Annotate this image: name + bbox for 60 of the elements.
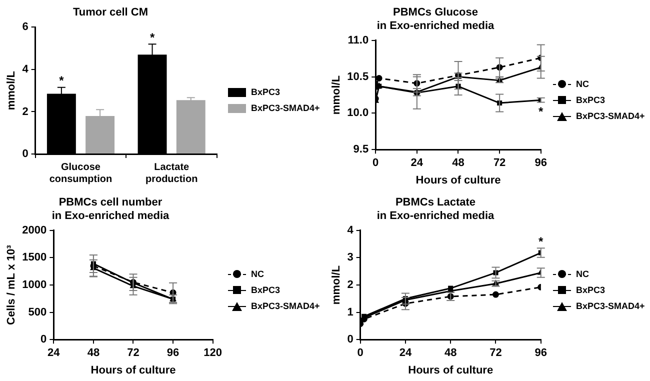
y-tick-label: 2000 (22, 224, 47, 236)
x-tick-label: 24 (48, 347, 61, 360)
y-tick-label: 3 (347, 252, 354, 264)
legend-label: NC (576, 269, 589, 279)
legend-label: BxPC3 (576, 95, 606, 105)
y-axis-title: mmol/L (330, 75, 343, 115)
x-axis-title: Hours of culture (416, 174, 501, 186)
annotation: * (59, 74, 64, 88)
y-tick-label: 9.5 (353, 144, 369, 156)
y-tick-label: 4 (22, 64, 30, 76)
y-tick-label: 10.0 (347, 107, 369, 120)
x-tick-label: 96 (534, 347, 548, 360)
x-tick-label: 24 (410, 157, 424, 170)
annotation: * (150, 30, 155, 44)
y-tick-label: 0 (40, 334, 47, 346)
y-tick-label: 1500 (22, 252, 47, 264)
x-tick-label: 72 (490, 347, 502, 360)
legend-label: BxPC3 (251, 87, 280, 97)
x-tick-label: Lactate production (145, 162, 198, 185)
y-tick-label: 2 (347, 279, 354, 292)
x-tick-label: 96 (534, 157, 548, 170)
legend-label: BxPC3-SMAD4+ (251, 301, 320, 311)
chart-title: PBMCs Lactate in Exo-enriched media (376, 196, 496, 222)
y-tick-label: 6 (22, 21, 28, 34)
x-tick-label: 48 (444, 347, 457, 360)
x-tick-label: 48 (87, 347, 100, 360)
chart-title: PBMCs cell number in Exo-enriched media (52, 196, 170, 222)
x-tick-label: 72 (127, 347, 140, 360)
y-tick-label: 2 (22, 106, 28, 118)
y-tick-label: 1 (347, 306, 354, 318)
legend-label: BxPC3-SMAD4+ (576, 301, 645, 311)
x-tick-label: 48 (452, 157, 464, 170)
y-tick-label: 0 (347, 334, 354, 346)
y-axis-title: mmol/L (6, 70, 18, 110)
y-axis-title: Cells / mL x 10³ (6, 244, 18, 325)
y-tick-label: 4 (347, 224, 354, 236)
legend-label: BxPC3-SMAD4+ (251, 103, 320, 113)
y-tick-label: 1000 (22, 279, 47, 292)
y-tick-label: 0 (22, 148, 28, 160)
chart-title: PBMCs Glucose in Exo-enriched media (376, 6, 496, 32)
x-tick-label: 120 (204, 347, 222, 360)
x-axis-title: Hours of culture (408, 364, 494, 376)
y-tick-label: 11.0 (348, 34, 369, 46)
chart-title: Tumor cell CM (73, 6, 148, 19)
y-tick-label: 10.5 (347, 70, 369, 83)
x-axis-title: Hours of culture (90, 364, 176, 376)
x-tick-label: 96 (166, 347, 180, 360)
legend-label: BxPC3 (576, 285, 606, 295)
y-tick-label: 500 (28, 306, 47, 318)
x-tick-label: 24 (399, 347, 412, 360)
legend-label: NC (576, 79, 589, 89)
x-tick-label: 72 (493, 157, 506, 170)
x-tick-label: Glucose consumption (49, 162, 112, 185)
annotation: * (538, 104, 544, 119)
legend-label: NC (251, 269, 264, 279)
annotation: * (538, 234, 544, 248)
x-tick-label: 0 (372, 157, 379, 170)
y-axis-title: mmol/L (330, 265, 343, 305)
legend-label: BxPC3 (251, 285, 280, 295)
legend-label: BxPC3-SMAD4+ (576, 111, 645, 121)
